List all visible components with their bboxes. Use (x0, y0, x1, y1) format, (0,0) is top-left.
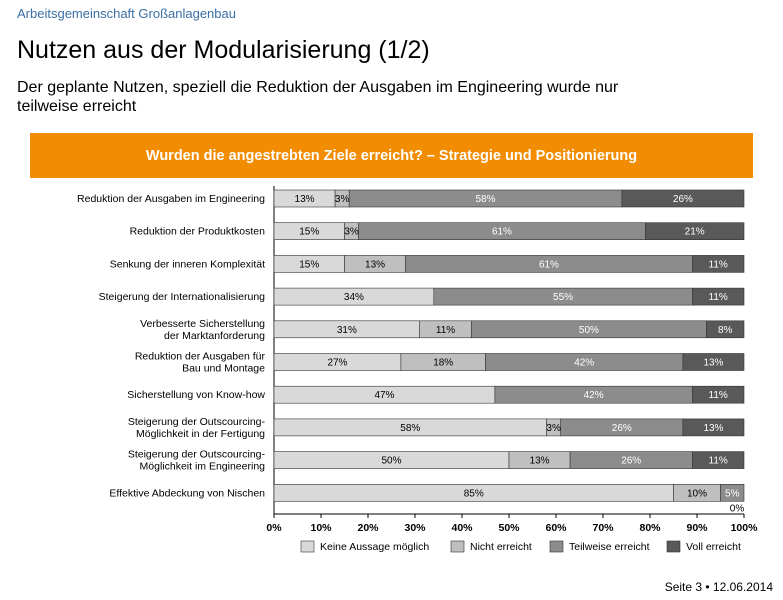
organization-name: Arbeitsgemeinschaft Großanlagenbau (17, 6, 236, 21)
data-label: 13% (530, 456, 550, 467)
category-label: Effektive Abdeckung von Nischen (109, 487, 265, 499)
data-label: 13% (703, 358, 723, 369)
data-label: 34% (344, 292, 364, 303)
x-tick-label: 0% (266, 522, 282, 534)
page-footer: Seite 3 • 12.06.2014 (664, 580, 773, 594)
legend-label: Nicht erreicht (470, 541, 532, 553)
x-tick-label: 20% (357, 522, 379, 534)
category-label: Reduktion der Ausgaben für (135, 351, 266, 363)
category-label: Steigerung der Outscourcing- (128, 449, 266, 461)
x-tick-label: 90% (686, 522, 708, 534)
category-label: Verbesserte Sicherstellung (140, 318, 265, 330)
category-label: Reduktion der Ausgaben im Engineering (77, 193, 265, 205)
x-tick-label: 80% (639, 522, 661, 534)
bar-segment (691, 451, 745, 469)
data-label: 55% (553, 292, 573, 303)
legend-swatch (450, 540, 465, 553)
data-label: 11% (709, 292, 728, 303)
data-label: 13% (295, 194, 315, 205)
bar-segment (691, 255, 745, 273)
data-label: 15% (299, 227, 319, 238)
legend-label: Voll erreicht (686, 541, 741, 553)
category-label: Sicherstellung von Know-how (127, 389, 265, 401)
x-tick-label: 100% (731, 522, 759, 534)
data-label: 15% (299, 259, 319, 270)
data-label: 50% (381, 456, 401, 467)
bar-segment (691, 385, 745, 404)
data-label: 42% (574, 358, 594, 369)
data-label: 26% (621, 456, 641, 467)
bar-segment (621, 189, 745, 208)
legend-swatch (549, 540, 564, 553)
bar-segment (720, 483, 745, 502)
x-tick-label: 60% (545, 522, 567, 534)
page-subtitle: Der geplante Nutzen, speziell die Redukt… (17, 79, 619, 115)
data-label: 5% (725, 488, 740, 499)
bar-segment (691, 287, 745, 306)
category-label: Senkung der inneren Komplexität (110, 258, 265, 270)
data-label: 58% (400, 423, 420, 434)
category-label: Reduktion der Produktkosten (130, 226, 266, 238)
data-label: 50% (579, 325, 599, 336)
bar-segment (706, 320, 745, 339)
legend-label: Keine Aussage möglich (320, 541, 429, 553)
data-label: 26% (673, 194, 693, 205)
legend-swatch (300, 540, 315, 553)
data-label: 3% (335, 194, 350, 205)
data-label: 11% (709, 390, 728, 401)
data-label: 10% (687, 488, 707, 499)
legend-label: Teilweise erreicht (569, 541, 650, 553)
category-label: Steigerung der Outscourcing- (128, 416, 266, 428)
chart-title-banner: Wurden die angestrebten Ziele erreicht? … (30, 133, 753, 178)
data-label: 26% (612, 423, 632, 434)
legend-swatch (666, 540, 681, 553)
data-label: 47% (374, 390, 394, 401)
data-label: 58% (475, 194, 495, 205)
category-label: Steigerung der Internationalisierung (99, 291, 266, 303)
x-tick-label: 10% (310, 522, 332, 534)
bar-segment (644, 222, 745, 241)
data-label: 85% (464, 488, 484, 499)
data-label: 27% (327, 358, 347, 369)
x-tick-label: 50% (498, 522, 520, 534)
x-tick-label: 30% (404, 522, 426, 534)
stacked-bar-chart: 0% 10% 20% 30% 40% 50% 60% 70% 80% 90% 100% Redukti… (77, 186, 759, 553)
category-label: Möglichkeit in der Fertigung (136, 428, 265, 440)
data-label: 13% (365, 259, 385, 270)
category-label: Bau und Montage (182, 363, 265, 375)
data-label: 61% (539, 259, 559, 270)
data-label: 11% (709, 456, 728, 467)
data-label: 61% (492, 227, 512, 238)
x-tick-label: 70% (592, 522, 614, 534)
data-label: 13% (703, 423, 723, 434)
data-label: 3% (546, 423, 561, 434)
x-tick-label: 40% (451, 522, 473, 534)
data-label: 42% (584, 390, 604, 401)
data-label: 8% (718, 325, 733, 336)
page-title: Nutzen aus der Modularisierung (1/2) (17, 36, 430, 64)
data-label: 31% (337, 325, 357, 336)
data-label: 18% (433, 358, 453, 369)
data-label: 11% (709, 259, 728, 270)
data-label-zero: 0% (730, 503, 745, 514)
data-label: 21% (685, 227, 705, 238)
category-label: der Marktanforderung (164, 330, 265, 342)
data-label: 11% (436, 325, 455, 336)
bar-segment (682, 418, 745, 437)
category-label: Möglichkeit im Engineering (140, 461, 266, 473)
data-label: 3% (344, 227, 359, 238)
bar-segment (682, 353, 745, 371)
